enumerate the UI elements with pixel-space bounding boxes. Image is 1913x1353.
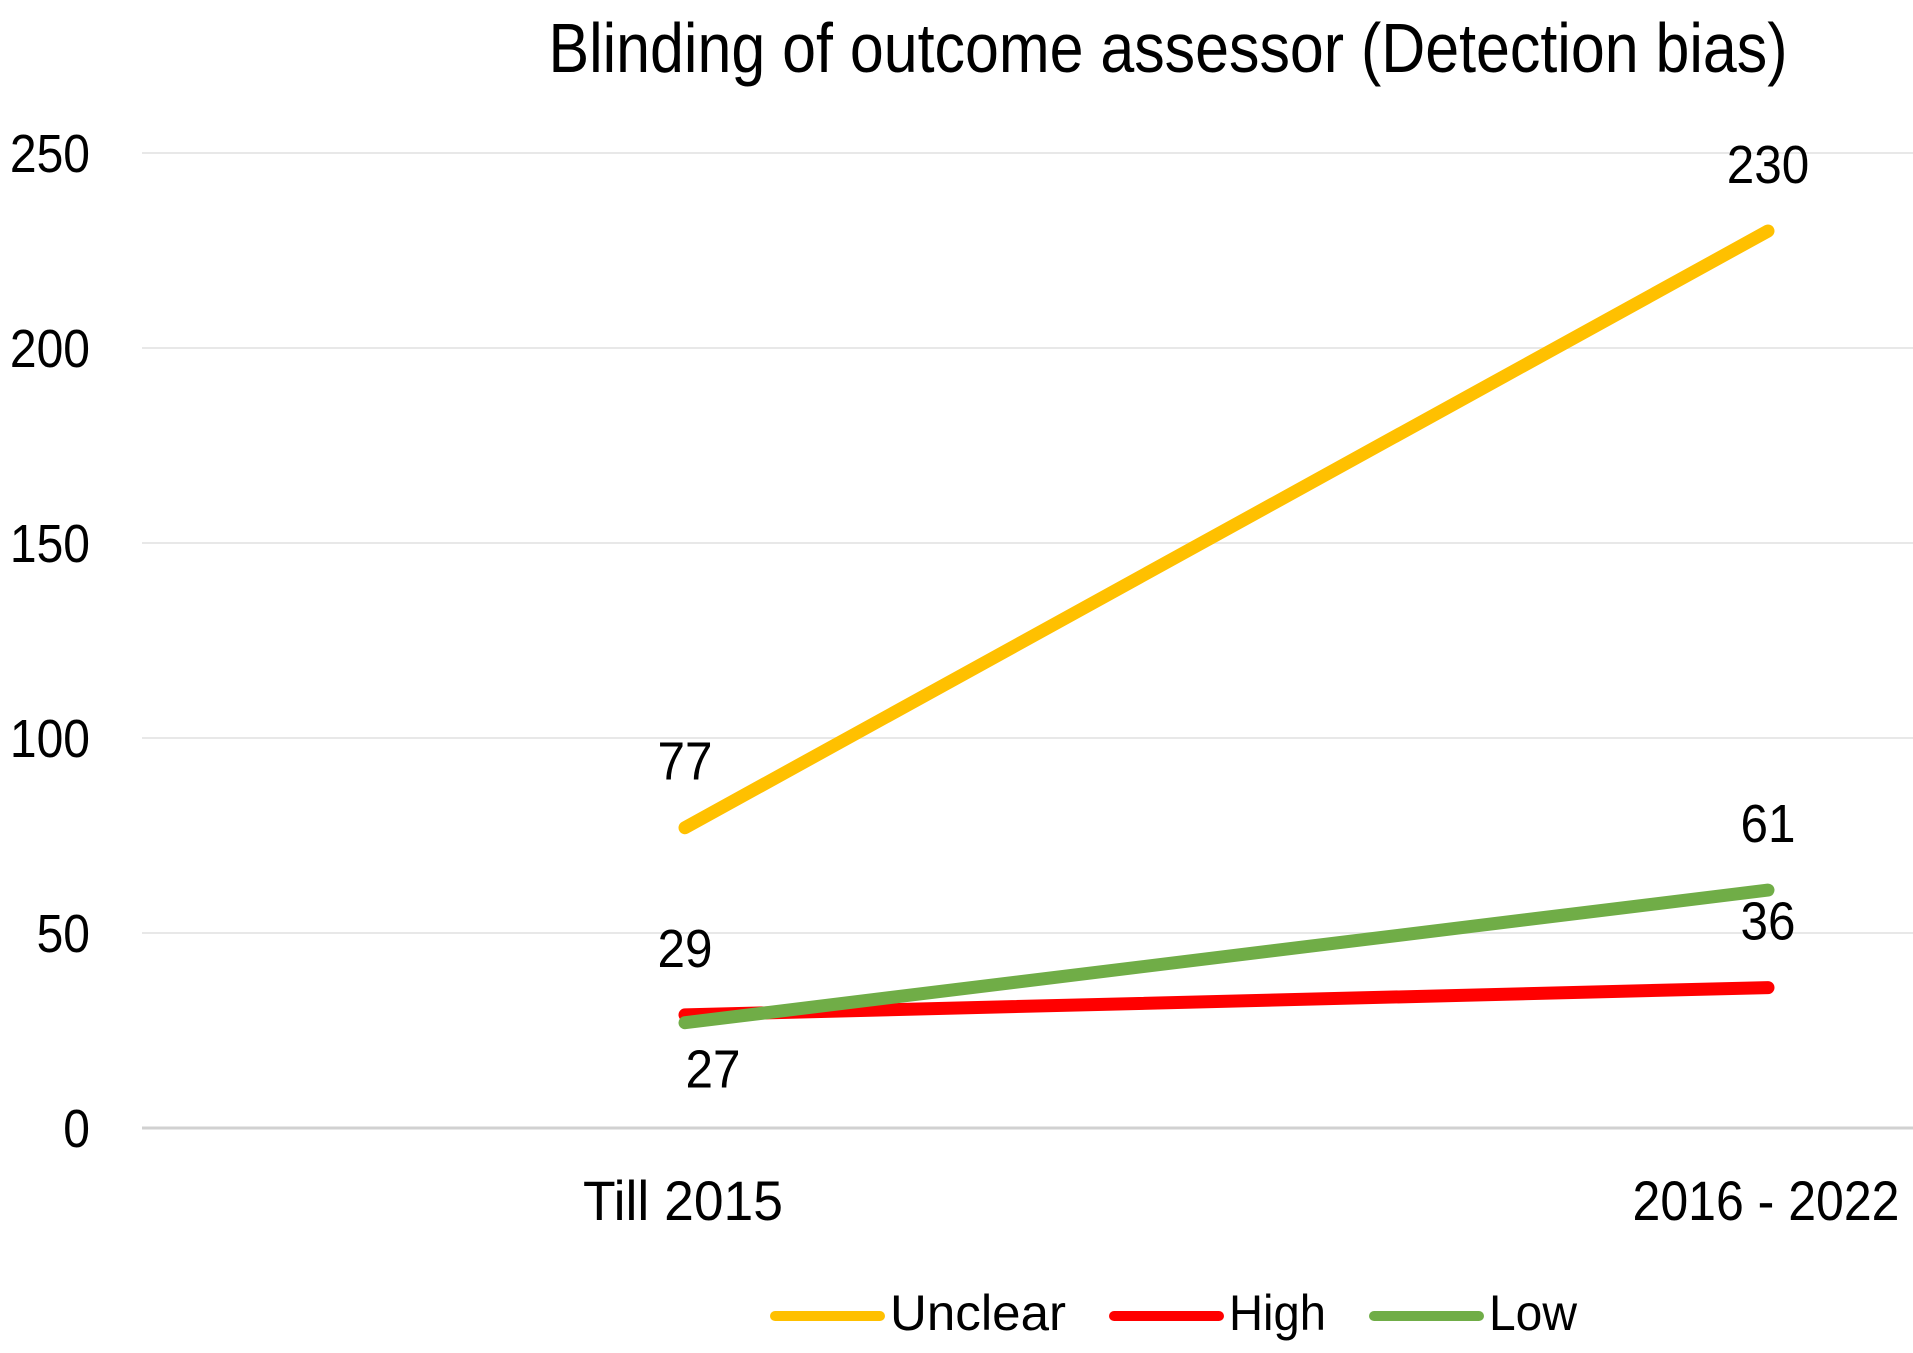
data-labels: 77 230 29 36 27 61 bbox=[658, 135, 1810, 1100]
data-label-unclear-0: 77 bbox=[658, 732, 713, 792]
legend-label-unclear: Unclear bbox=[890, 1285, 1066, 1341]
data-label-low-0: 27 bbox=[686, 1040, 741, 1100]
y-tick-label-0: 0 bbox=[63, 1099, 90, 1159]
data-label-high-0: 29 bbox=[658, 919, 713, 979]
series-line-high bbox=[678, 981, 1775, 1022]
x-axis-labels: Till 2015 2016 - 2022 bbox=[583, 1169, 1900, 1232]
legend-item-low: Low bbox=[1369, 1285, 1578, 1341]
x-axis-label-0: Till 2015 bbox=[583, 1169, 783, 1232]
chart-title: Blinding of outcome assessor (Detection … bbox=[549, 9, 1788, 87]
y-tick-label-50: 50 bbox=[37, 904, 90, 964]
legend-label-high: High bbox=[1229, 1285, 1326, 1341]
series-line-unclear bbox=[678, 224, 1775, 835]
legend-item-unclear: Unclear bbox=[770, 1285, 1066, 1341]
data-label-low-1: 61 bbox=[1741, 794, 1796, 854]
series-line-low bbox=[678, 883, 1775, 1030]
y-tick-label-150: 150 bbox=[10, 514, 90, 574]
x-axis-label-1: 2016 - 2022 bbox=[1633, 1169, 1900, 1232]
y-tick-label-250: 250 bbox=[10, 124, 90, 184]
data-label-unclear-1: 230 bbox=[1727, 135, 1810, 195]
series-lines bbox=[678, 224, 1775, 1030]
data-label-high-1: 36 bbox=[1741, 892, 1796, 952]
legend-item-high: High bbox=[1109, 1285, 1326, 1341]
legend: Unclear High Low bbox=[770, 1285, 1578, 1341]
gridlines bbox=[142, 152, 1913, 934]
y-tick-label-200: 200 bbox=[10, 319, 90, 379]
legend-label-low: Low bbox=[1489, 1285, 1578, 1341]
y-axis-labels: 0 50 100 150 200 250 bbox=[10, 124, 90, 1159]
y-tick-label-100: 100 bbox=[10, 709, 90, 769]
